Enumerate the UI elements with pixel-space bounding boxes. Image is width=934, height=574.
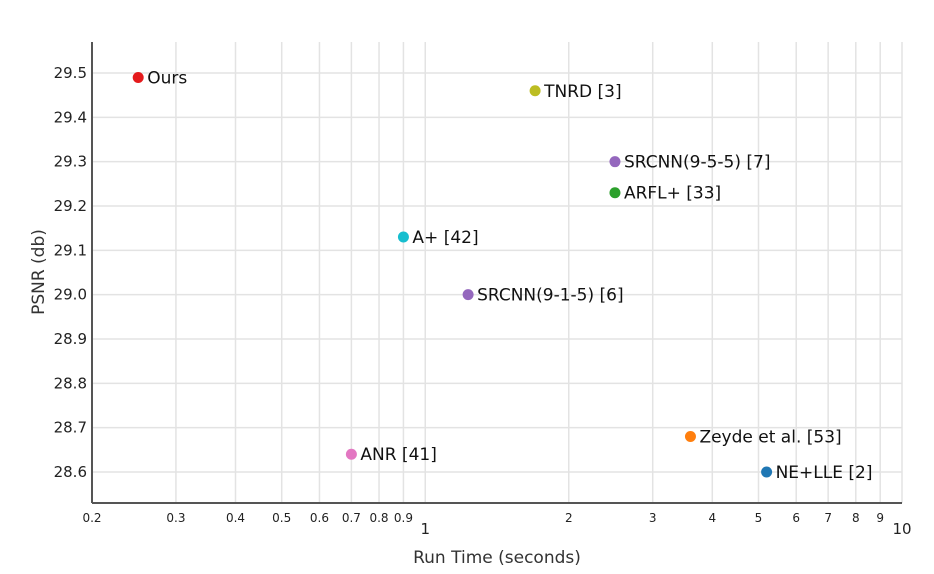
y-tick-label: 29.2 <box>54 197 87 215</box>
data-point-label: SRCNN(9-5-5) [7] <box>624 153 771 173</box>
x-tick-label: 6 <box>792 511 800 525</box>
y-tick-label: 28.7 <box>54 419 87 437</box>
x-tick-label: 0.8 <box>369 511 388 525</box>
data-point <box>684 431 696 443</box>
x-tick-label: 9 <box>876 511 884 525</box>
x-tick-label: 8 <box>852 511 860 525</box>
x-tick-label: 3 <box>649 511 657 525</box>
data-point <box>462 289 474 301</box>
x-tick-label: 0.6 <box>310 511 329 525</box>
data-point <box>609 156 621 168</box>
x-tick-label: 0.3 <box>166 511 185 525</box>
x-tick-label: 0.4 <box>226 511 245 525</box>
y-tick-labels: 28.6 28.7 28.8 28.9 29.0 29.1 29.2 29.3 29.4 29.5 <box>54 64 87 481</box>
data-points: Ours TNRD [3] SRCNN(9-5-5) [7] ARFL+ [33] A+… <box>132 68 873 483</box>
y-tick-label: 29.5 <box>54 64 87 82</box>
x-tick-labels: 0.2 0.3 0.4 0.5 0.6 0.7 0.8 0.9 1 2 3 4 5 6 7 8 9 10 <box>82 511 911 538</box>
data-point <box>345 448 357 460</box>
data-point <box>397 231 409 243</box>
y-tick-label: 28.6 <box>54 463 87 481</box>
data-point <box>132 71 144 83</box>
y-tick-label: 29.3 <box>54 153 87 171</box>
x-tick-label: 0.5 <box>272 511 291 525</box>
data-point <box>761 466 773 478</box>
y-tick-label: 29.4 <box>54 108 87 126</box>
x-tick-label: 2 <box>565 511 573 525</box>
y-tick-label: 28.8 <box>54 374 87 392</box>
x-tick-label: 1 <box>420 520 430 538</box>
data-point-label: SRCNN(9-1-5) [6] <box>477 286 624 306</box>
x-tick-label: 0.2 <box>82 511 101 525</box>
data-point <box>609 187 621 199</box>
y-tick-label: 29.1 <box>54 241 87 259</box>
x-tick-label: 0.7 <box>342 511 361 525</box>
data-point-label: A+ [42] <box>412 228 478 248</box>
y-tick-label: 29.0 <box>54 286 87 304</box>
x-tick-label: 5 <box>755 511 763 525</box>
data-point <box>529 85 541 97</box>
data-point-label: Ours <box>147 68 187 88</box>
data-point-label: Zeyde et al. [53] <box>699 428 841 448</box>
x-tick-label: 7 <box>824 511 832 525</box>
data-point-label: TNRD [3] <box>543 82 622 102</box>
y-tick-label: 28.9 <box>54 330 87 348</box>
data-point-label: ANR [41] <box>360 445 436 465</box>
data-point-label: ARFL+ [33] <box>624 184 721 204</box>
x-axis-label: Run Time (seconds) <box>413 548 581 568</box>
y-axis-label: PSNR (db) <box>29 229 49 315</box>
grid <box>91 42 903 503</box>
x-tick-label: 4 <box>708 511 716 525</box>
x-tick-label: 0.9 <box>394 511 413 525</box>
data-point-label: NE+LLE [2] <box>776 463 873 483</box>
x-tick-label: 10 <box>892 520 911 538</box>
